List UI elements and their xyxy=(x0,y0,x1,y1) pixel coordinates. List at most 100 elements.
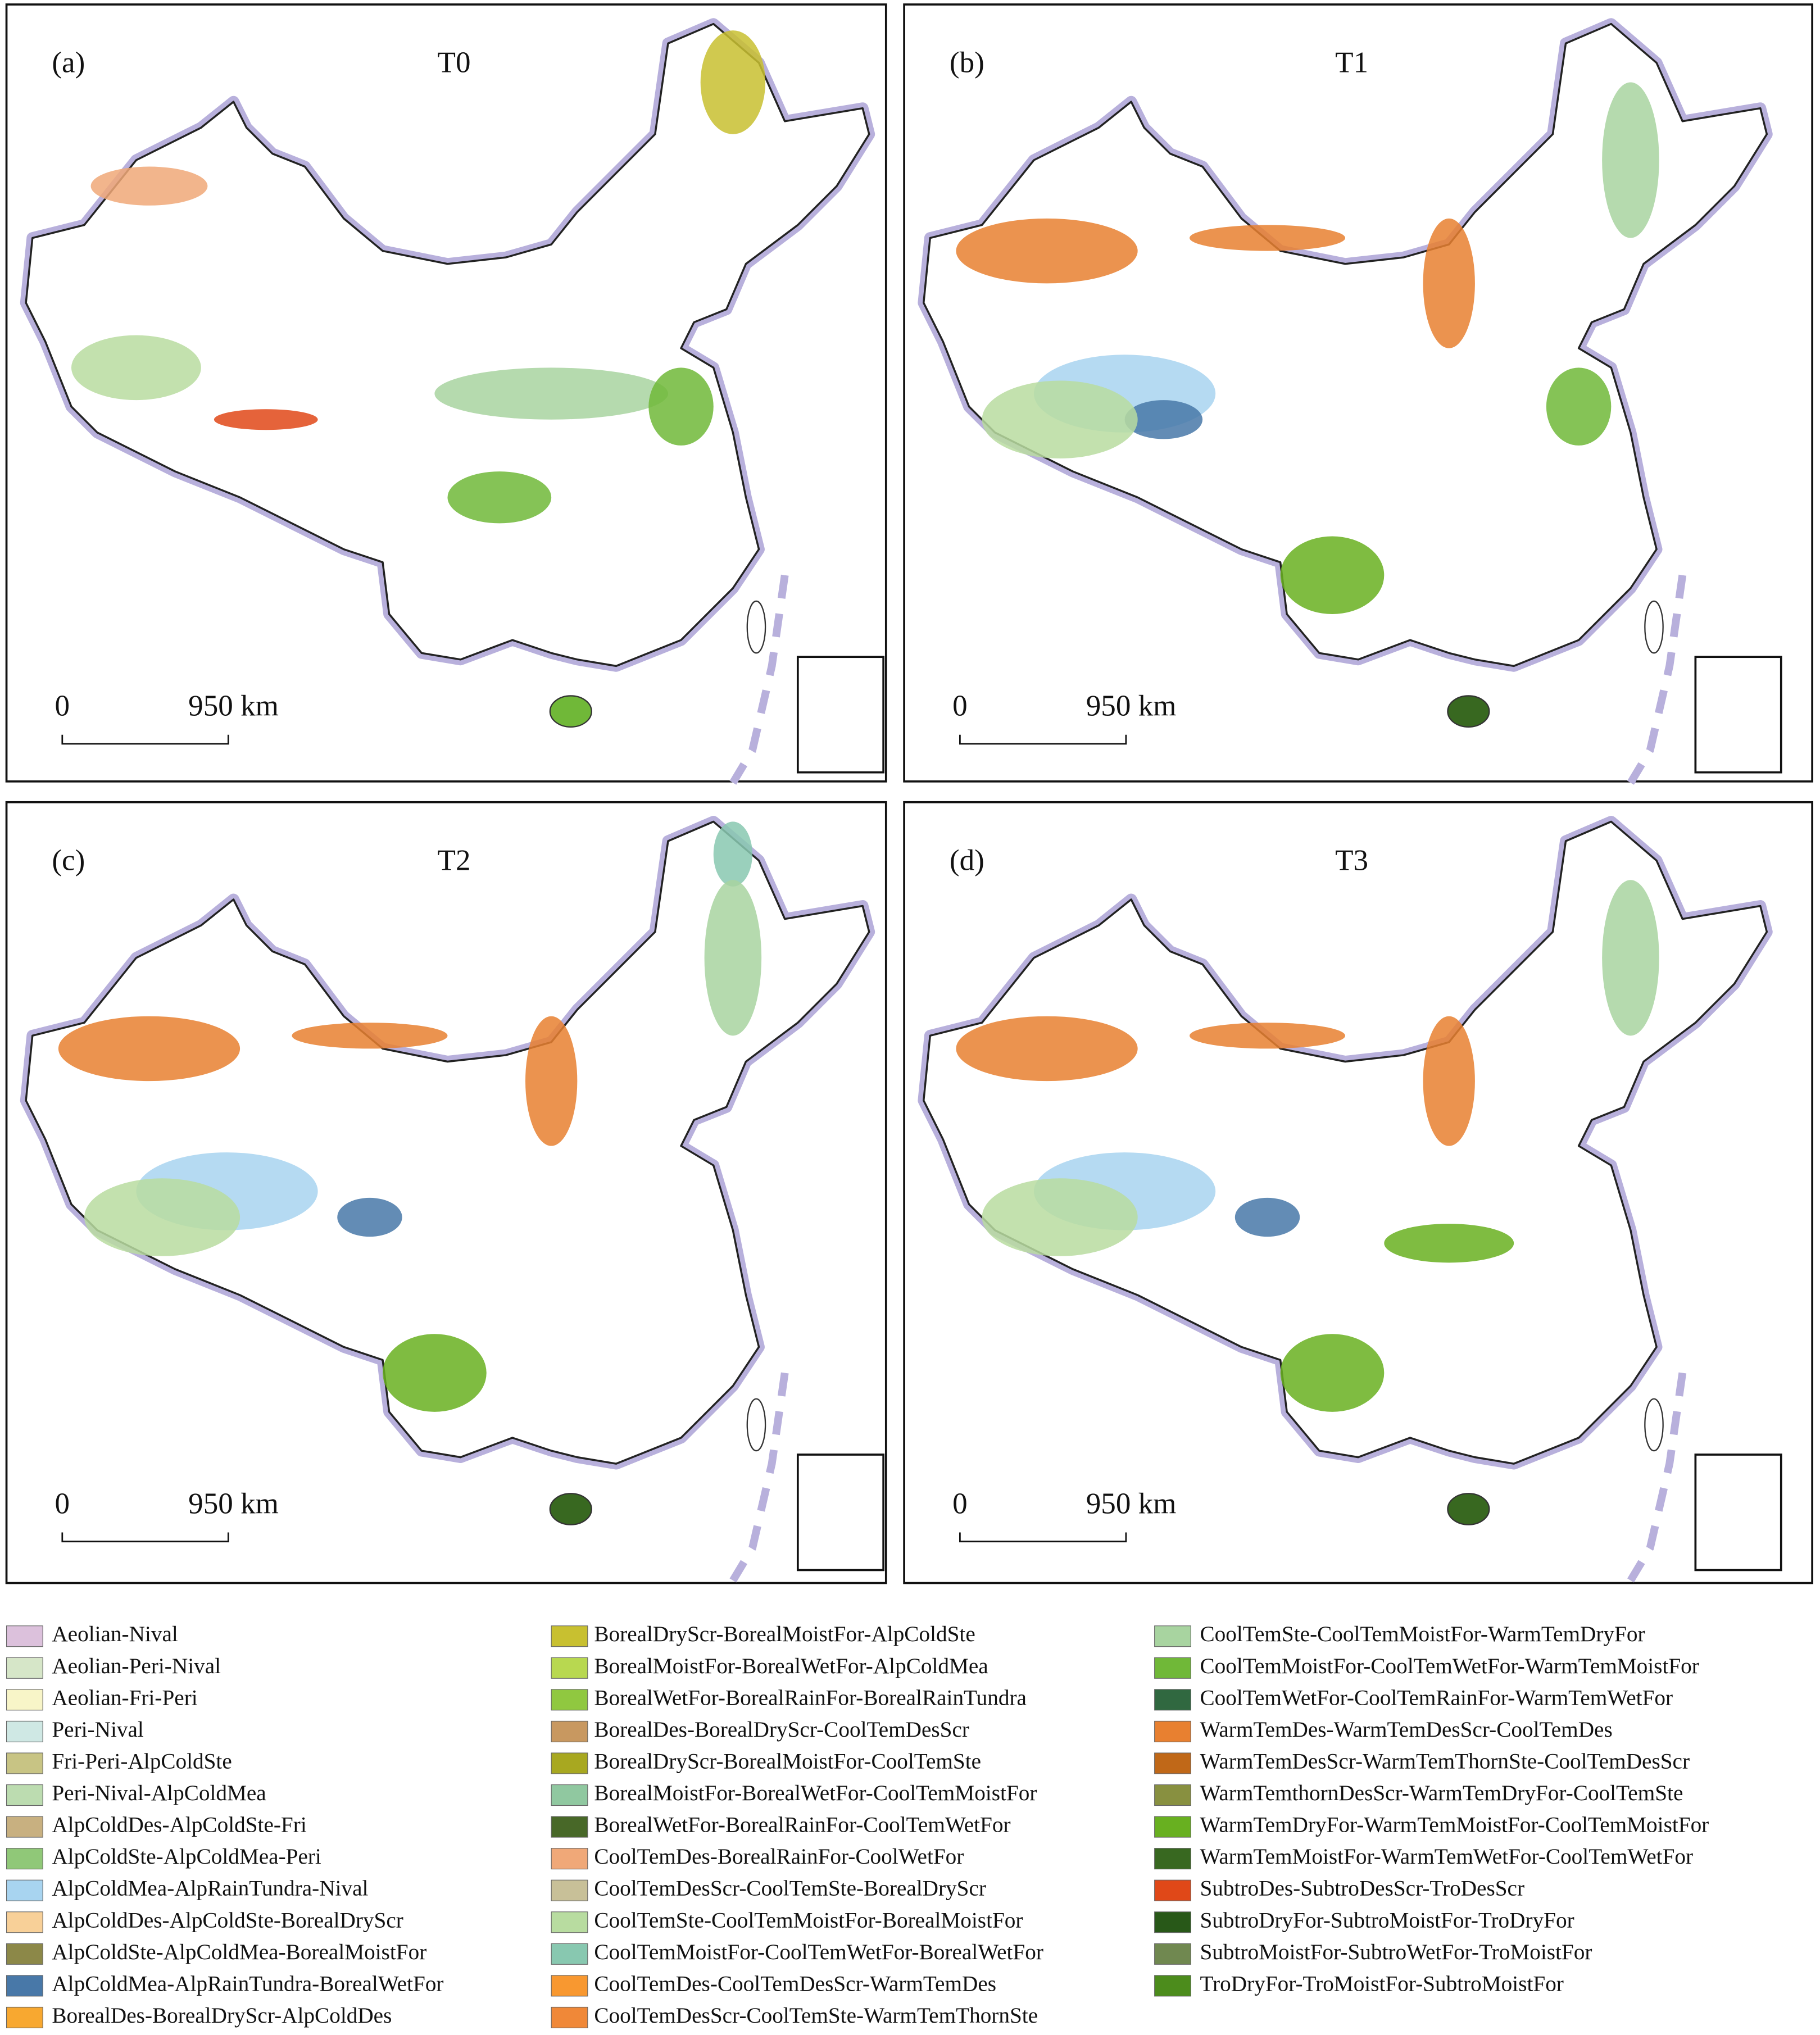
panel-title: T1 xyxy=(1335,47,1368,79)
legend-swatch xyxy=(6,1784,43,1806)
inset-frame xyxy=(1694,1453,1782,1571)
scale-bar xyxy=(61,1532,229,1543)
legend-swatch xyxy=(551,1879,588,1901)
scale-start: 0 xyxy=(55,690,70,723)
map-panel: (b) T1 0 950 km xyxy=(903,3,1813,785)
land-patch xyxy=(84,1178,240,1256)
island xyxy=(1644,600,1664,654)
legend-swatch xyxy=(1154,1911,1191,1933)
legend-label: AlpColdSte-AlpColdMea-BorealMoistFor xyxy=(52,1940,426,1964)
legend-swatch xyxy=(1154,1848,1191,1870)
land-patch xyxy=(525,1016,578,1146)
land-patch xyxy=(214,409,318,430)
legend-label: BorealDryScr-BorealMoistFor-AlpColdSte xyxy=(594,1622,975,1646)
legend-label: Fri-Peri-AlpColdSte xyxy=(52,1749,232,1773)
panel-frame xyxy=(903,801,1813,1584)
land-patch xyxy=(700,30,766,134)
legend-swatch xyxy=(1154,1879,1191,1901)
land-patch xyxy=(1423,218,1475,348)
legend-label: BorealWetFor-BorealRainFor-BorealRainTun… xyxy=(594,1686,1027,1710)
legend-swatch xyxy=(551,1784,588,1806)
legend-swatch xyxy=(6,2006,43,2028)
legend-label: Peri-Nival-AlpColdMea xyxy=(52,1781,266,1805)
legend-swatch xyxy=(6,1879,43,1901)
panel-title: T2 xyxy=(438,844,471,876)
legend-label: CoolTemSte-CoolTemMoistFor-BorealMoistFo… xyxy=(594,1908,1023,1932)
land-patch xyxy=(447,471,552,524)
land-patch xyxy=(434,367,668,420)
island xyxy=(746,600,766,654)
map-panel: (c) T2 0 950 km xyxy=(5,801,887,1584)
legend-swatch xyxy=(6,1943,43,1965)
legend-swatch xyxy=(551,1689,588,1711)
scale-end: 950 km xyxy=(188,1488,279,1520)
legend-swatch xyxy=(551,1752,588,1774)
scale-end: 950 km xyxy=(1086,690,1177,723)
boundary-dash xyxy=(729,1372,789,1583)
legend-label: Aeolian-Peri-Nival xyxy=(52,1654,221,1678)
legend-swatch xyxy=(1154,1625,1191,1647)
legend-label: CoolTemDes-BorealRainFor-CoolWetFor xyxy=(594,1845,964,1869)
legend-label: BorealDes-BorealDryScr-AlpColdDes xyxy=(52,2004,392,2028)
land-patch xyxy=(1546,367,1612,446)
land-patch xyxy=(1423,1016,1475,1146)
legend-swatch xyxy=(551,1720,588,1742)
legend-label: CoolTemMoistFor-CoolTemWetFor-BorealWetF… xyxy=(594,1940,1043,1964)
land-patch xyxy=(1384,1224,1514,1263)
boundary-dash xyxy=(1627,1372,1687,1583)
land-patch xyxy=(956,1016,1138,1082)
legend-swatch xyxy=(551,2006,588,2028)
inset-frame xyxy=(796,1453,885,1571)
legend-label: BorealDes-BorealDryScr-CoolTemDesScr xyxy=(594,1718,969,1742)
island xyxy=(1447,695,1490,728)
panel-label: (a) xyxy=(52,47,85,79)
legend-swatch xyxy=(551,1657,588,1679)
legend-label: Aeolian-Nival xyxy=(52,1622,178,1646)
legend-swatch xyxy=(1154,1816,1191,1838)
legend-swatch xyxy=(1154,1657,1191,1679)
legend-swatch xyxy=(1154,1784,1191,1806)
legend-label: BorealMoistFor-BorealWetFor-CoolTemMoist… xyxy=(594,1781,1037,1805)
map-panel: (d) T3 0 950 km xyxy=(903,801,1813,1584)
legend-swatch xyxy=(1154,1752,1191,1774)
legend-swatch xyxy=(6,1975,43,1997)
legend-label: AlpColdMea-AlpRainTundra-BorealWetFor xyxy=(52,1972,443,1996)
panel-label: (c) xyxy=(52,844,85,876)
land-patch xyxy=(90,166,208,206)
land-patch xyxy=(1280,536,1385,615)
legend-label: WarmTemthornDesScr-WarmTemDryFor-CoolTem… xyxy=(1200,1781,1683,1805)
legend-label: WarmTemMoistFor-WarmTemWetFor-CoolTemWet… xyxy=(1200,1845,1693,1869)
land-patch xyxy=(383,1334,487,1412)
legend-label: AlpColdDes-AlpColdSte-Fri xyxy=(52,1813,306,1837)
legend-label: AlpColdDes-AlpColdSte-BorealDryScr xyxy=(52,1908,403,1932)
scale-start: 0 xyxy=(952,690,968,723)
scale-bar xyxy=(61,734,229,745)
legend-label: BorealDryScr-BorealMoistFor-CoolTemSte xyxy=(594,1749,981,1773)
island xyxy=(549,1493,592,1525)
panel-title: T0 xyxy=(438,47,471,79)
land-patch xyxy=(1234,1197,1300,1237)
legend-swatch xyxy=(6,1720,43,1742)
legend-swatch xyxy=(6,1657,43,1679)
panel-title: T3 xyxy=(1335,844,1368,876)
panel-frame xyxy=(5,801,887,1584)
legend-swatch xyxy=(1154,1720,1191,1742)
legend-swatch xyxy=(1154,1689,1191,1711)
legend-label: AlpColdMea-AlpRainTundra-Nival xyxy=(52,1877,368,1901)
land-patch xyxy=(1190,225,1346,251)
legend-swatch xyxy=(551,1911,588,1933)
land-patch xyxy=(713,821,753,887)
land-patch xyxy=(704,880,762,1036)
land-patch xyxy=(337,1197,402,1237)
legend-swatch xyxy=(6,1911,43,1933)
legend-label: AlpColdSte-AlpColdMea-Peri xyxy=(52,1845,321,1869)
land-patch xyxy=(1280,1334,1385,1412)
legend-label: TroDryFor-TroMoistFor-SubtroMoistFor xyxy=(1200,1972,1563,1996)
land-patch xyxy=(1602,880,1659,1036)
legend-swatch xyxy=(6,1848,43,1870)
scale-start: 0 xyxy=(952,1488,968,1520)
legend-label: SubtroDes-SubtroDesScr-TroDesScr xyxy=(1200,1877,1524,1901)
legend-swatch xyxy=(1154,1975,1191,1997)
